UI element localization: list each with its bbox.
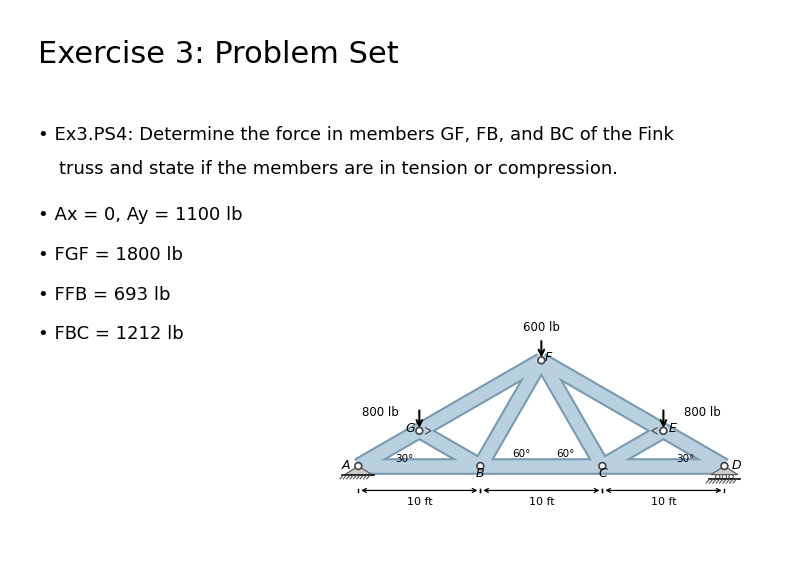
Text: truss and state if the members are in tension or compression.: truss and state if the members are in te… bbox=[59, 160, 618, 178]
Circle shape bbox=[477, 463, 484, 469]
Text: 800 lb: 800 lb bbox=[362, 406, 398, 419]
Text: 30°: 30° bbox=[676, 454, 694, 464]
Circle shape bbox=[660, 427, 667, 434]
Polygon shape bbox=[345, 466, 372, 475]
Circle shape bbox=[721, 463, 727, 469]
Text: 60°: 60° bbox=[556, 449, 575, 459]
Text: • Ax = 0, Ay = 1100 lb: • Ax = 0, Ay = 1100 lb bbox=[38, 206, 242, 224]
Text: 800 lb: 800 lb bbox=[684, 406, 721, 419]
Text: 10 ft: 10 ft bbox=[651, 497, 676, 506]
Polygon shape bbox=[711, 466, 738, 475]
Text: D: D bbox=[732, 459, 742, 472]
Text: 60°: 60° bbox=[513, 449, 531, 459]
Text: 10 ft: 10 ft bbox=[529, 497, 554, 506]
Circle shape bbox=[599, 463, 606, 469]
Text: • Ex3.PS4: Determine the force in members GF, FB, and BC of the Fink: • Ex3.PS4: Determine the force in member… bbox=[38, 126, 674, 144]
Text: Exercise 3: Problem Set: Exercise 3: Problem Set bbox=[38, 40, 398, 69]
Text: F: F bbox=[544, 351, 552, 364]
Text: • FBC = 1212 lb: • FBC = 1212 lb bbox=[38, 325, 184, 344]
Circle shape bbox=[716, 475, 720, 479]
Circle shape bbox=[722, 475, 727, 479]
Circle shape bbox=[729, 475, 733, 479]
Text: 600 lb: 600 lb bbox=[523, 321, 560, 334]
Text: B: B bbox=[476, 468, 484, 480]
Text: G: G bbox=[406, 422, 415, 435]
Circle shape bbox=[538, 357, 544, 364]
Text: E: E bbox=[668, 422, 676, 435]
Text: 30°: 30° bbox=[395, 454, 414, 464]
Circle shape bbox=[355, 463, 361, 469]
Text: A: A bbox=[342, 459, 350, 472]
Circle shape bbox=[416, 427, 423, 434]
Text: 10 ft: 10 ft bbox=[406, 497, 432, 506]
Text: • FFB = 693 lb: • FFB = 693 lb bbox=[38, 286, 170, 304]
Text: • FGF = 1800 lb: • FGF = 1800 lb bbox=[38, 246, 183, 264]
Text: C: C bbox=[598, 468, 607, 480]
